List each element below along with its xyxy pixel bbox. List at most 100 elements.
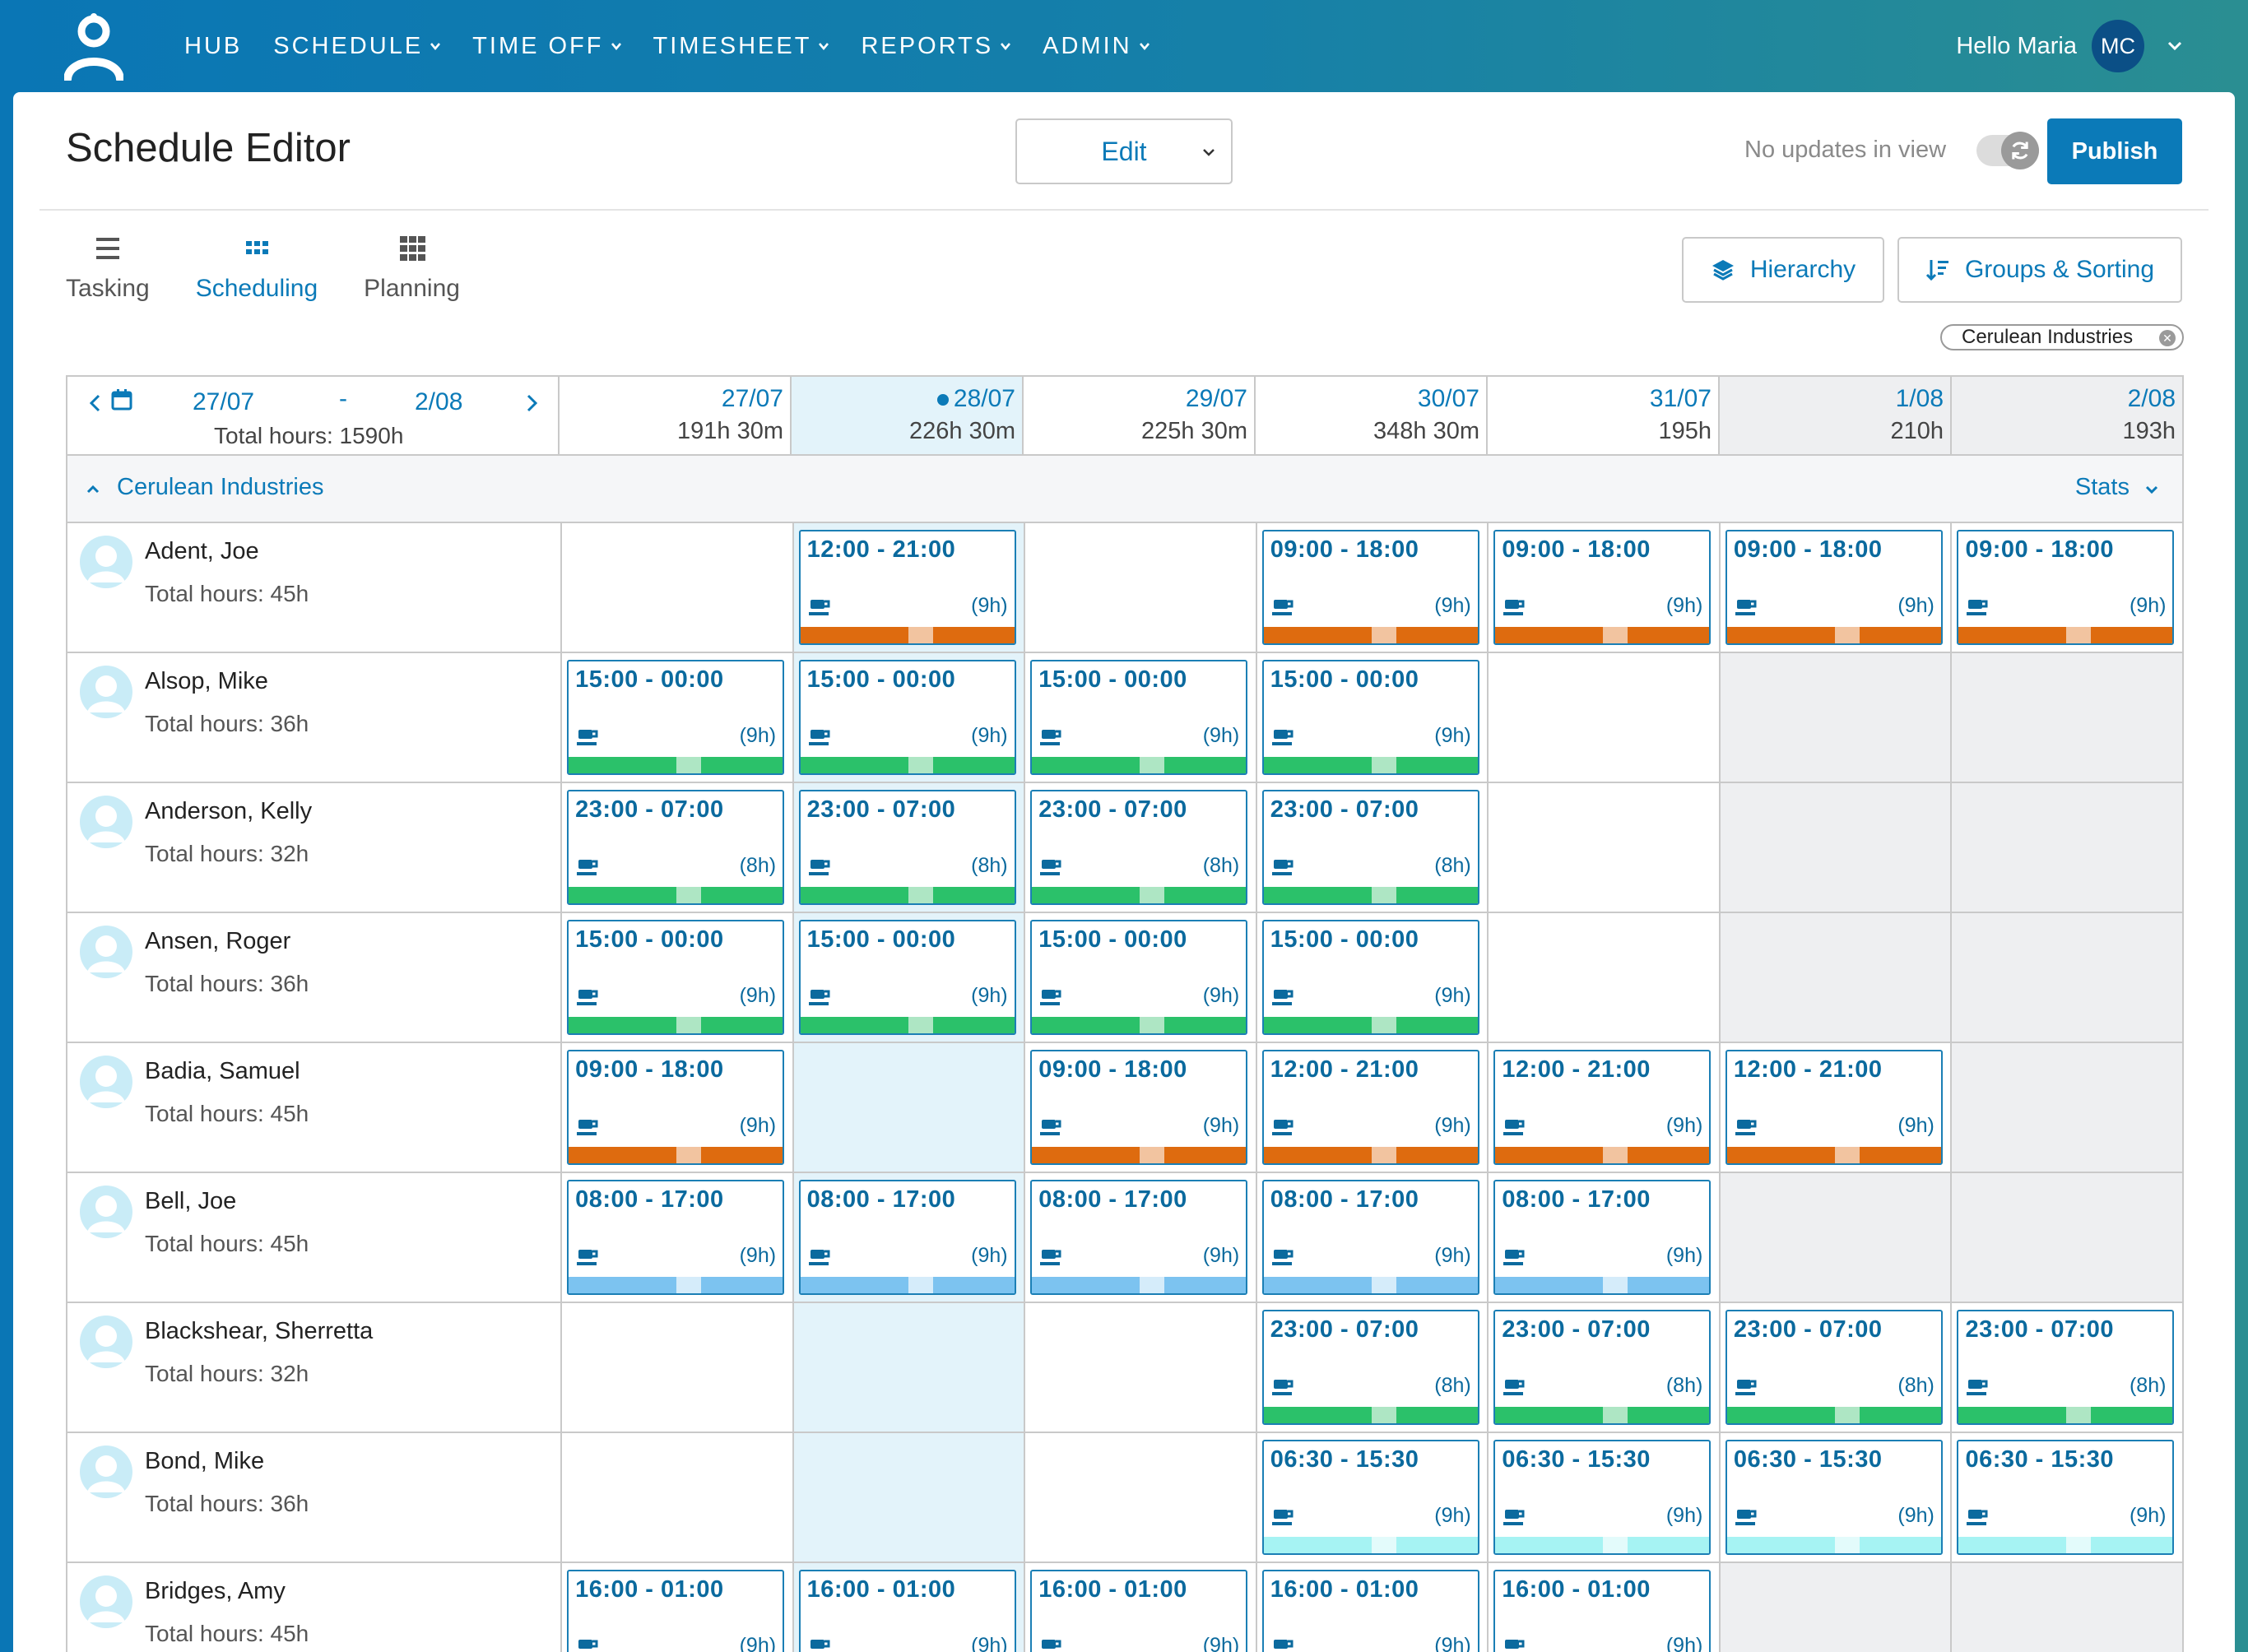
nav-item-hub[interactable]: HUB bbox=[184, 33, 242, 60]
schedule-cell[interactable] bbox=[1025, 1433, 1257, 1562]
schedule-cell[interactable]: 15:00 - 00:00 (9h) bbox=[562, 653, 794, 782]
shift-block[interactable]: 09:00 - 18:00 (9h) bbox=[1030, 1050, 1248, 1165]
tab-scheduling[interactable]: Scheduling bbox=[196, 234, 318, 324]
schedule-cell[interactable]: 09:00 - 18:00 (9h) bbox=[1025, 1043, 1257, 1172]
shift-block[interactable]: 15:00 - 00:00 (9h) bbox=[1261, 660, 1479, 775]
employee-name[interactable]: Blackshear, Sherretta bbox=[145, 1318, 374, 1344]
schedule-cell[interactable]: 15:00 - 00:00 (9h) bbox=[1025, 913, 1257, 1042]
schedule-cell[interactable]: 16:00 - 01:00 (9h) bbox=[1025, 1563, 1257, 1652]
shift-block[interactable]: 08:00 - 17:00 (9h) bbox=[1493, 1180, 1712, 1295]
schedule-cell[interactable] bbox=[1489, 783, 1721, 912]
schedule-cell[interactable] bbox=[793, 1043, 1026, 1172]
schedule-cell[interactable] bbox=[1025, 523, 1257, 652]
chevron-left-icon[interactable] bbox=[86, 393, 105, 413]
shift-block[interactable]: 06:30 - 15:30 (9h) bbox=[1261, 1440, 1479, 1555]
schedule-cell[interactable] bbox=[793, 1303, 1026, 1432]
employee-name[interactable]: Adent, Joe bbox=[145, 538, 259, 564]
auto-refresh-toggle[interactable] bbox=[1976, 132, 2039, 169]
schedule-cell[interactable] bbox=[1025, 1303, 1257, 1432]
schedule-cell[interactable]: 12:00 - 21:00 (9h) bbox=[1257, 1043, 1489, 1172]
schedule-cell[interactable]: 15:00 - 00:00 (9h) bbox=[1257, 913, 1489, 1042]
employee-name[interactable]: Bond, Mike bbox=[145, 1448, 265, 1474]
shift-block[interactable]: 12:00 - 21:00 (9h) bbox=[1261, 1050, 1479, 1165]
shift-block[interactable]: 15:00 - 00:00 (9h) bbox=[1030, 660, 1248, 775]
employee-name[interactable]: Anderson, Kelly bbox=[145, 798, 313, 824]
schedule-cell[interactable]: 09:00 - 18:00 (9h) bbox=[1257, 523, 1489, 652]
shift-block[interactable]: 06:30 - 15:30 (9h) bbox=[1725, 1440, 1943, 1555]
shift-block[interactable]: 09:00 - 18:00 (9h) bbox=[1493, 530, 1712, 645]
shift-block[interactable]: 23:00 - 07:00 (8h) bbox=[1261, 790, 1479, 905]
chevron-right-icon[interactable] bbox=[522, 393, 541, 413]
user-menu[interactable]: Hello Maria MC bbox=[1956, 20, 2182, 72]
shift-block[interactable]: 16:00 - 01:00 (9h) bbox=[798, 1570, 1016, 1652]
calendar-icon[interactable] bbox=[110, 388, 133, 411]
schedule-cell[interactable]: 15:00 - 00:00 (9h) bbox=[1257, 653, 1489, 782]
schedule-cell[interactable] bbox=[1720, 783, 1953, 912]
schedule-cell[interactable] bbox=[793, 1433, 1026, 1562]
schedule-cell[interactable]: 12:00 - 21:00 (9h) bbox=[793, 523, 1026, 652]
shift-block[interactable]: 23:00 - 07:00 (8h) bbox=[1725, 1310, 1943, 1425]
day-header[interactable]: 2/08 193h bbox=[1952, 377, 2184, 454]
filter-chip[interactable]: Cerulean Industries ✕ bbox=[1940, 324, 2184, 350]
shift-block[interactable]: 09:00 - 18:00 (9h) bbox=[1957, 530, 2175, 645]
close-icon[interactable]: ✕ bbox=[2159, 330, 2176, 346]
schedule-cell[interactable] bbox=[1952, 1043, 2184, 1172]
employee-name[interactable]: Alsop, Mike bbox=[145, 668, 268, 694]
schedule-cell[interactable]: 15:00 - 00:00 (9h) bbox=[562, 913, 794, 1042]
employee-name[interactable]: Bridges, Amy bbox=[145, 1578, 286, 1604]
schedule-cell[interactable]: 16:00 - 01:00 (9h) bbox=[1257, 1563, 1489, 1652]
chevron-up-icon[interactable] bbox=[86, 482, 100, 497]
schedule-cell[interactable]: 08:00 - 17:00 (9h) bbox=[1257, 1173, 1489, 1302]
schedule-cell[interactable]: 15:00 - 00:00 (9h) bbox=[1025, 653, 1257, 782]
schedule-cell[interactable]: 12:00 - 21:00 (9h) bbox=[1489, 1043, 1721, 1172]
schedule-cell[interactable] bbox=[1720, 653, 1953, 782]
employee-cell[interactable]: Bell, Joe Total hours: 45h bbox=[67, 1173, 563, 1302]
schedule-cell[interactable] bbox=[1720, 1173, 1953, 1302]
shift-block[interactable]: 08:00 - 17:00 (9h) bbox=[1261, 1180, 1479, 1295]
employee-cell[interactable]: Anderson, Kelly Total hours: 32h bbox=[67, 783, 563, 912]
user-avatar[interactable]: MC bbox=[2092, 20, 2144, 72]
schedule-cell[interactable]: 06:30 - 15:30 (9h) bbox=[1257, 1433, 1489, 1562]
shift-block[interactable]: 06:30 - 15:30 (9h) bbox=[1493, 1440, 1712, 1555]
shift-block[interactable]: 23:00 - 07:00 (8h) bbox=[1030, 790, 1248, 905]
shift-block[interactable]: 08:00 - 17:00 (9h) bbox=[1030, 1180, 1248, 1295]
shift-block[interactable]: 15:00 - 00:00 (9h) bbox=[798, 920, 1016, 1035]
day-header[interactable]: 1/08 210h bbox=[1720, 377, 1952, 454]
shift-block[interactable]: 23:00 - 07:00 (8h) bbox=[567, 790, 785, 905]
schedule-cell[interactable]: 23:00 - 07:00 (8h) bbox=[793, 783, 1026, 912]
employee-cell[interactable]: Alsop, Mike Total hours: 36h bbox=[67, 653, 563, 782]
schedule-cell[interactable]: 09:00 - 18:00 (9h) bbox=[1952, 523, 2184, 652]
schedule-cell[interactable] bbox=[1720, 913, 1953, 1042]
schedule-cell[interactable]: 06:30 - 15:30 (9h) bbox=[1721, 1433, 1953, 1562]
schedule-cell[interactable] bbox=[1952, 913, 2184, 1042]
schedule-cell[interactable] bbox=[1952, 1173, 2184, 1302]
day-header[interactable]: 27/07 191h 30m bbox=[560, 377, 792, 454]
employee-name[interactable]: Bell, Joe bbox=[145, 1188, 237, 1214]
schedule-cell[interactable]: 23:00 - 07:00 (8h) bbox=[1952, 1303, 2184, 1432]
employee-name[interactable]: Ansen, Roger bbox=[145, 928, 291, 954]
schedule-cell[interactable]: 16:00 - 01:00 (9h) bbox=[562, 1563, 794, 1652]
employee-cell[interactable]: Bridges, Amy Total hours: 45h bbox=[67, 1563, 563, 1652]
shift-block[interactable]: 23:00 - 07:00 (8h) bbox=[1957, 1310, 2175, 1425]
shift-block[interactable]: 06:30 - 15:30 (9h) bbox=[1957, 1440, 2175, 1555]
shift-block[interactable]: 16:00 - 01:00 (9h) bbox=[1493, 1570, 1712, 1652]
schedule-cell[interactable] bbox=[562, 1433, 794, 1562]
shift-block[interactable]: 09:00 - 18:00 (9h) bbox=[567, 1050, 785, 1165]
shift-block[interactable]: 16:00 - 01:00 (9h) bbox=[1261, 1570, 1479, 1652]
shift-block[interactable]: 15:00 - 00:00 (9h) bbox=[1261, 920, 1479, 1035]
schedule-cell[interactable]: 08:00 - 17:00 (9h) bbox=[562, 1173, 794, 1302]
publish-button[interactable]: Publish bbox=[2047, 118, 2182, 184]
shift-block[interactable]: 23:00 - 07:00 (8h) bbox=[1493, 1310, 1712, 1425]
shift-block[interactable]: 16:00 - 01:00 (9h) bbox=[567, 1570, 785, 1652]
tab-tasking[interactable]: Tasking bbox=[66, 234, 150, 324]
schedule-cell[interactable] bbox=[1952, 1563, 2184, 1652]
stats-dropdown[interactable]: Stats bbox=[2074, 474, 2130, 500]
employee-cell[interactable]: Badia, Samuel Total hours: 45h bbox=[67, 1043, 563, 1172]
hierarchy-button[interactable]: Hierarchy bbox=[1682, 237, 1884, 303]
schedule-cell[interactable]: 16:00 - 01:00 (9h) bbox=[1489, 1563, 1721, 1652]
schedule-cell[interactable]: 23:00 - 07:00 (8h) bbox=[1721, 1303, 1953, 1432]
group-header-row[interactable]: Cerulean Industries Stats bbox=[67, 456, 2184, 523]
schedule-cell[interactable] bbox=[562, 523, 794, 652]
employee-name[interactable]: Badia, Samuel bbox=[145, 1058, 300, 1084]
day-header[interactable]: 31/07 195h bbox=[1488, 377, 1720, 454]
